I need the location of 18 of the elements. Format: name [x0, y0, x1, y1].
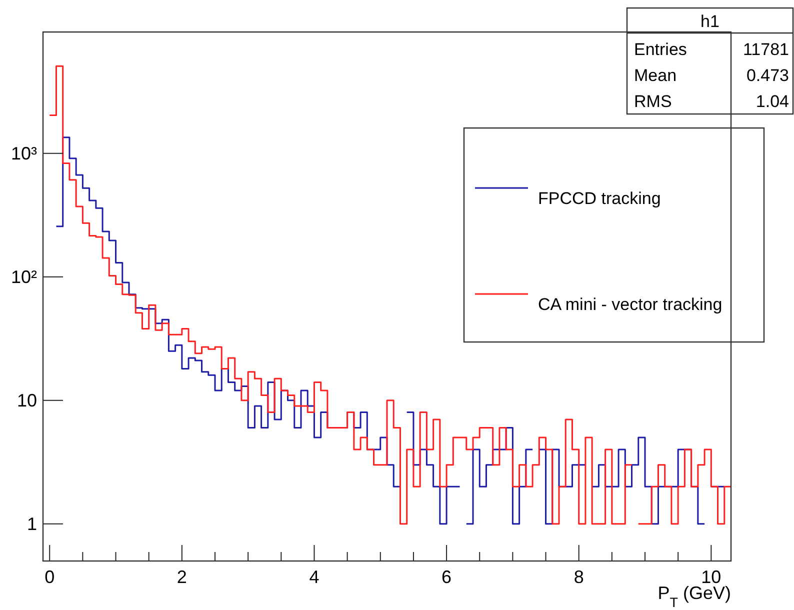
- text: h1: [700, 12, 720, 31]
- y-tick-label: 10: [16, 390, 37, 410]
- text: 0.473: [746, 66, 789, 85]
- legend-label: CA mini - vector tracking: [538, 295, 722, 314]
- x-tick-label: 8: [574, 567, 584, 587]
- annotation: Entries: [634, 40, 687, 59]
- annotation: Mean: [634, 66, 677, 85]
- text: 11781: [742, 40, 789, 59]
- annotation: RMS: [634, 92, 672, 111]
- text: 1.04: [756, 92, 789, 111]
- x-tick-label: 0: [44, 567, 55, 587]
- y-tick-label: 1: [26, 514, 37, 534]
- legend-label: FPCCD tracking: [538, 189, 661, 208]
- x-tick-label: 4: [309, 567, 320, 587]
- x-tick-label: 6: [442, 567, 452, 587]
- x-tick-label: 2: [176, 567, 187, 587]
- y-tick-label: 10³: [10, 143, 38, 164]
- y-tick-label: 10²: [10, 266, 38, 287]
